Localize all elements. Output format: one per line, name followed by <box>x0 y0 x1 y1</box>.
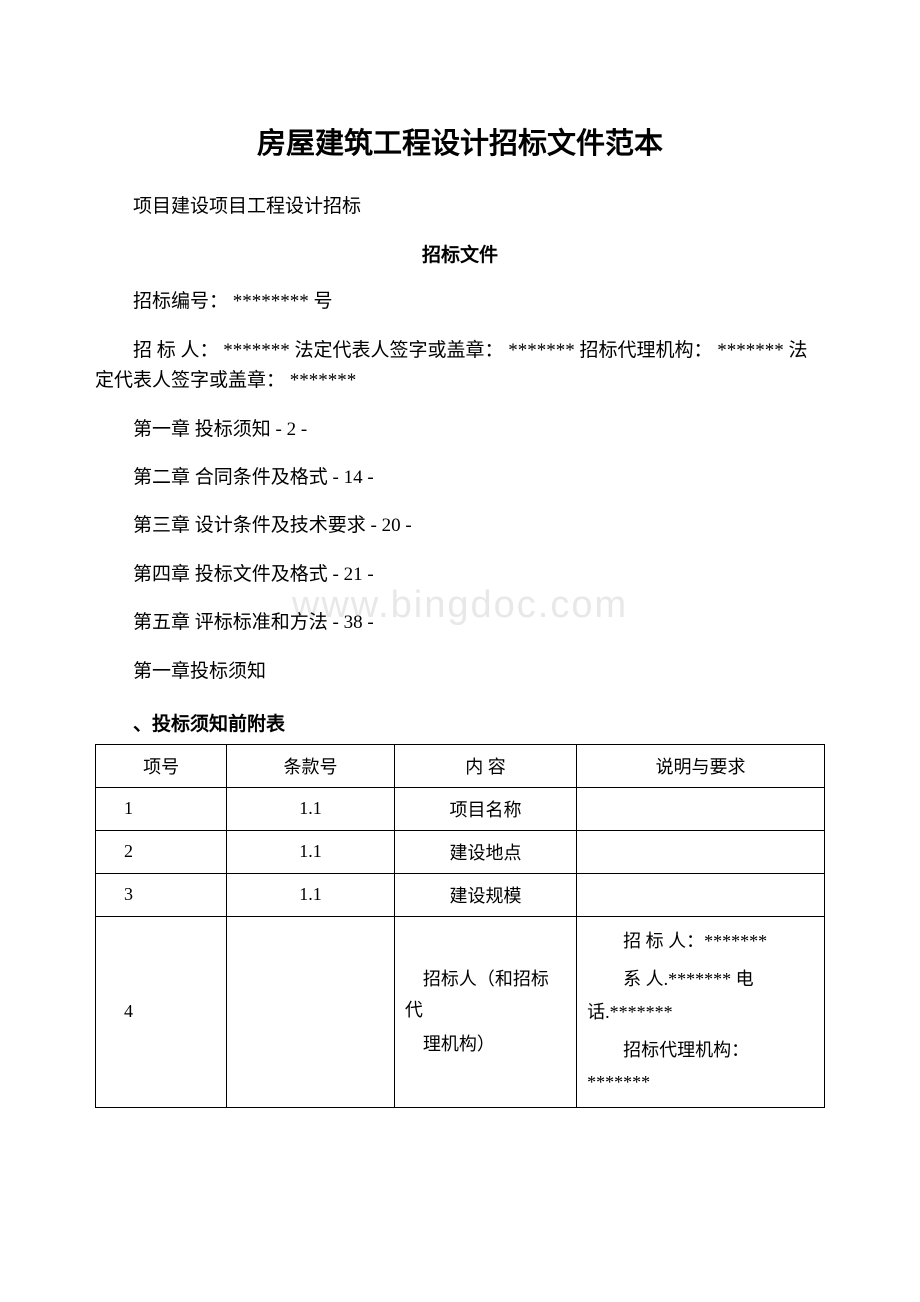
table-cell: 2 <box>96 830 227 873</box>
table-row: 3 1.1 建设规模 <box>96 873 825 916</box>
table-header-col4: 说明与要求 <box>577 744 825 787</box>
document-title: 房屋建筑工程设计招标文件范本 <box>95 120 825 162</box>
chapter-3: 第三章 设计条件及技术要求 - 20 - <box>95 511 825 541</box>
bid-number: 招标编号： ******** 号 <box>95 287 825 317</box>
table-cell: 项目名称 <box>394 787 576 830</box>
table-cell: 4 <box>96 916 227 1107</box>
chapter-1: 第一章 投标须知 - 2 - <box>95 415 825 445</box>
table-cell: 建设地点 <box>394 830 576 873</box>
table-cell <box>577 787 825 830</box>
bidder-info: 招 标 人： ******* 法定代表人签字或盖章： ******* 招标代理机… <box>95 336 825 397</box>
chapter-5: 第五章 评标标准和方法 - 38 - <box>95 608 825 638</box>
table-header-col3: 内 容 <box>394 744 576 787</box>
intro-paragraph: 项目建设项目工程设计招标 <box>95 192 825 222</box>
table-cell <box>227 916 395 1107</box>
bid-info-table: 项号 条款号 内 容 说明与要求 1 1.1 项目名称 2 1.1 建设地点 3… <box>95 744 825 1108</box>
table-cell-line: 招标代理机构： ******* <box>587 1034 814 1099</box>
table-cell: 1.1 <box>227 830 395 873</box>
table-row: 4 招标人（和招标代 理机构） 招 标 人：******* 系 人.******… <box>96 916 825 1107</box>
table-cell-line: 系 人.******* 电 话.******* <box>587 963 814 1028</box>
document-content: 房屋建筑工程设计招标文件范本 项目建设项目工程设计招标 招标文件 招标编号： *… <box>95 120 825 1108</box>
chapter-2: 第二章 合同条件及格式 - 14 - <box>95 463 825 493</box>
table-cell: 招标人（和招标代 理机构） <box>394 916 576 1107</box>
document-subtitle: 招标文件 <box>95 240 825 267</box>
table-header-row: 项号 条款号 内 容 说明与要求 <box>96 744 825 787</box>
table-cell <box>577 873 825 916</box>
table-cell: 1.1 <box>227 873 395 916</box>
table-row: 2 1.1 建设地点 <box>96 830 825 873</box>
table-section-header: 、投标须知前附表 <box>95 709 825 736</box>
table-header-col1: 项号 <box>96 744 227 787</box>
table-cell: 1 <box>96 787 227 830</box>
table-cell: 招 标 人：******* 系 人.******* 电 话.******* 招标… <box>577 916 825 1107</box>
table-cell: 3 <box>96 873 227 916</box>
table-cell: 1.1 <box>227 787 395 830</box>
table-cell <box>577 830 825 873</box>
table-header-col2: 条款号 <box>227 744 395 787</box>
chapter-4: 第四章 投标文件及格式 - 21 - <box>95 560 825 590</box>
table-cell-line: 招标人（和招标代 <box>405 964 566 1025</box>
table-cell-line: 理机构） <box>405 1029 566 1060</box>
table-cell: 建设规模 <box>394 873 576 916</box>
table-cell-line: 招 标 人：******* <box>587 925 814 957</box>
chapter-1-heading: 第一章投标须知 <box>95 657 825 687</box>
table-row: 1 1.1 项目名称 <box>96 787 825 830</box>
